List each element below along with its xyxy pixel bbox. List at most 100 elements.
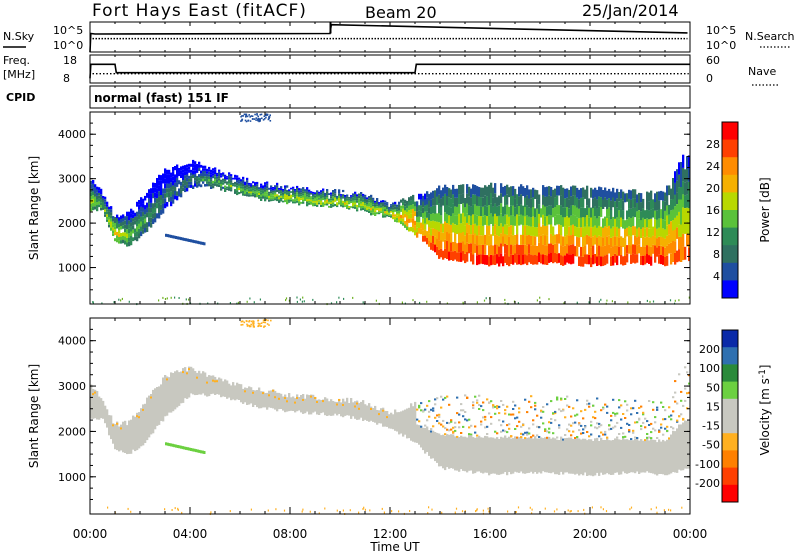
velocity-cell <box>282 396 285 411</box>
power-cell <box>358 193 361 196</box>
velocity-cell <box>504 412 507 415</box>
power-cell <box>656 228 659 239</box>
velocity-cell <box>580 439 583 475</box>
power-cell <box>166 297 168 300</box>
power-cell <box>546 186 549 197</box>
power-cell <box>640 193 643 203</box>
power-cell <box>260 194 263 197</box>
power-cell <box>338 200 341 203</box>
power-cell <box>468 215 471 225</box>
velocity-cell <box>432 407 435 410</box>
power-cell <box>406 219 409 223</box>
power-cell <box>686 233 689 247</box>
velocity-cell <box>478 404 481 406</box>
power-cell <box>424 199 427 206</box>
power-cell <box>216 172 219 175</box>
power-cell <box>500 213 503 224</box>
power-cell <box>154 212 157 218</box>
power-cell <box>560 255 563 266</box>
power-cell <box>460 184 463 195</box>
power-cell <box>238 179 241 182</box>
power-cell <box>426 211 429 218</box>
power-cell <box>194 170 197 174</box>
power-cell <box>574 185 577 196</box>
power-cell <box>534 189 537 199</box>
power-cell <box>346 204 349 207</box>
power-cell <box>628 226 631 236</box>
velocity-cell <box>614 412 617 415</box>
velocity-cell <box>334 401 337 414</box>
power-cell <box>164 203 167 209</box>
power-cell <box>416 222 419 228</box>
power-cell <box>614 218 617 228</box>
power-cell <box>420 222 423 229</box>
power-cell <box>250 189 253 192</box>
velocity-cell <box>424 428 427 454</box>
power-cell <box>240 115 242 118</box>
power-cell <box>90 203 93 208</box>
power-cell <box>340 195 343 198</box>
velocity-cell <box>556 396 559 399</box>
velocity-cell <box>206 381 209 384</box>
power-cell <box>402 222 405 226</box>
velocity-cell <box>634 436 637 439</box>
power-cell <box>364 201 367 204</box>
power-cell <box>688 168 691 182</box>
power-cell <box>136 221 139 227</box>
power-cell <box>246 184 249 188</box>
velocity-cell <box>326 398 329 416</box>
power-cell <box>394 204 397 207</box>
power-cell <box>550 252 553 262</box>
velocity-cell <box>578 429 581 432</box>
velocity-cell <box>605 510 608 513</box>
power-cell <box>522 244 525 255</box>
power-cell <box>642 255 645 266</box>
power-cell <box>220 188 223 191</box>
power-cell <box>150 212 153 218</box>
power-cell <box>128 220 131 225</box>
power-cell <box>680 249 683 262</box>
velocity-cell <box>116 422 119 425</box>
power-cell <box>498 215 501 226</box>
power-cell <box>448 215 451 225</box>
power-cell <box>370 197 373 200</box>
power-cell <box>256 184 259 187</box>
power-cell <box>634 244 637 255</box>
power-cell <box>200 184 203 188</box>
velocity-cell <box>512 400 515 403</box>
power-cell <box>258 120 260 123</box>
power-cell <box>390 214 393 216</box>
power-cell <box>596 199 599 209</box>
velocity-cell <box>668 508 670 511</box>
velocity-cell <box>506 431 509 434</box>
power-cell <box>464 244 467 254</box>
velocity-cell <box>270 319 272 322</box>
power-cell <box>588 245 591 255</box>
velocity-cell <box>540 437 543 474</box>
velocity-cell <box>570 434 573 437</box>
power-cell <box>602 237 605 247</box>
power-cell <box>130 240 133 246</box>
velocity-colorbar-swatch <box>722 467 738 486</box>
power-cell <box>306 191 309 195</box>
velocity-cell <box>116 421 119 451</box>
power-cell <box>173 235 176 239</box>
power-cell <box>274 194 277 197</box>
power-cell <box>664 211 667 221</box>
power-cell <box>496 225 499 236</box>
power-cell <box>646 218 649 228</box>
power-cell <box>546 235 549 246</box>
power-cell <box>101 302 103 305</box>
power-cell <box>516 214 519 225</box>
power-cell <box>590 187 593 198</box>
power-cell <box>402 198 405 202</box>
power-cell <box>450 233 453 243</box>
power-cell <box>500 233 503 244</box>
power-cell <box>174 182 177 187</box>
power-cell <box>186 164 189 168</box>
power-cell <box>658 200 661 210</box>
velocity-cell <box>590 433 593 436</box>
power-cell <box>646 299 648 302</box>
power-cell <box>340 198 343 201</box>
velocity-cell <box>238 383 241 400</box>
